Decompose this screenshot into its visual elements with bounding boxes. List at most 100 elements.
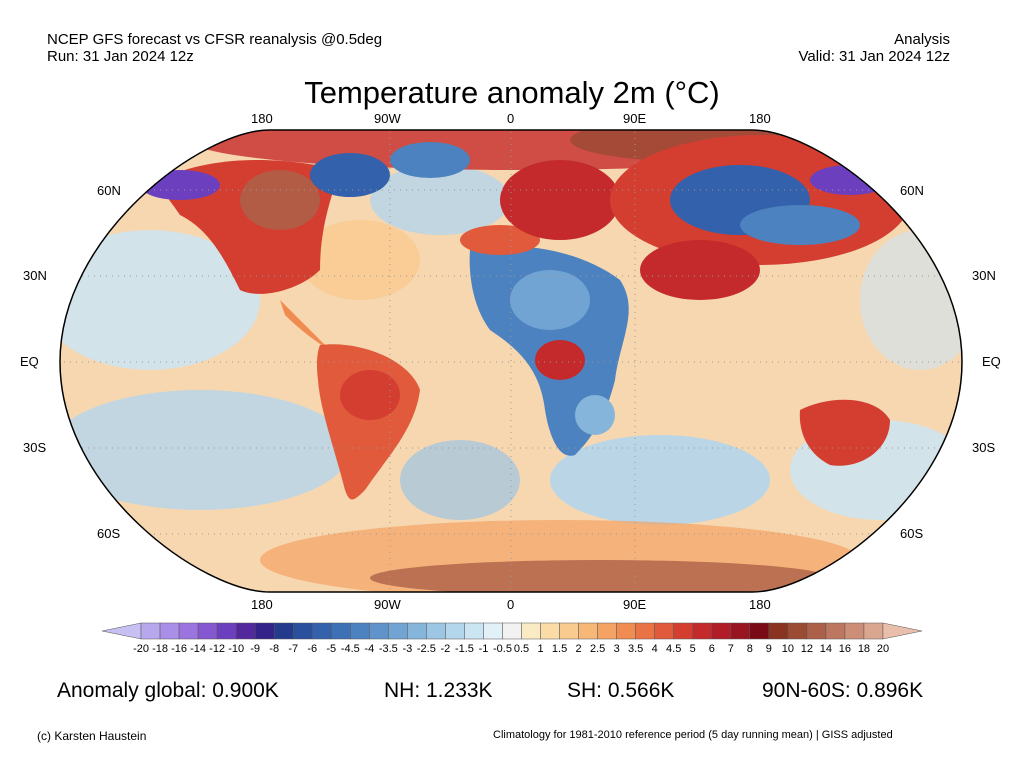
colorbar-swatch xyxy=(806,622,827,640)
colorbar-tick-label: -20 xyxy=(133,643,149,655)
colorbar-swatch xyxy=(464,622,484,640)
colorbar-swatch xyxy=(730,622,751,640)
lat-label-left-30s: 30S xyxy=(23,440,47,455)
colorbar-labels: -20 -18 -16 -14 -12 -10 -9 -8 -7 -6 -5 -4.5 -4 -3.5 -3… xyxy=(133,643,889,655)
colorbar-tick-label: -0.5 xyxy=(493,643,512,655)
colorbar-tick-label: 3.5 xyxy=(628,643,643,655)
colorbar-tick-label: 1.5 xyxy=(552,643,567,655)
lon-label-top-180w: 180 xyxy=(251,111,273,126)
lon-label-bottom-180e: 180 xyxy=(749,597,771,612)
colorbar-swatch xyxy=(216,622,237,640)
anomaly-global: Anomaly global: 0.900K xyxy=(57,679,279,702)
lat-label-right-eq: EQ xyxy=(982,354,1001,369)
colorbar-swatch xyxy=(483,622,503,640)
lon-label-top-180e: 180 xyxy=(749,111,771,126)
colorbar-tick-label: -14 xyxy=(190,643,206,655)
anomaly-90n-60s: 90N-60S: 0.896K xyxy=(762,679,924,702)
colorbar-tick-label: -6 xyxy=(307,643,317,655)
colorbar-swatch xyxy=(578,622,598,640)
colorbar-tick-label: 16 xyxy=(839,643,851,655)
colorbar-tick-label: 1 xyxy=(537,643,543,655)
climatology-note: Climatology for 1981-2010 reference peri… xyxy=(493,729,893,741)
colorbar-tick-label: 7 xyxy=(728,643,734,655)
colorbar-tick-label: -12 xyxy=(209,643,225,655)
colorbar-swatch xyxy=(388,622,408,640)
lon-label-bottom-90e: 90E xyxy=(623,597,647,612)
colorbar-tick-label: 2.5 xyxy=(590,643,605,655)
colorbar-swatch xyxy=(863,622,884,640)
colorbar-swatch xyxy=(101,622,142,640)
graticule xyxy=(60,130,962,592)
colorbar-tick-label: 10 xyxy=(782,643,794,655)
colorbar-tick-label: -3.5 xyxy=(379,643,398,655)
colorbar-swatch xyxy=(616,622,636,640)
colorbar-tick-label: 18 xyxy=(858,643,870,655)
anomaly-sh: SH: 0.566K xyxy=(567,679,675,702)
run-time: Run: 31 Jan 2024 12z xyxy=(47,48,194,65)
colorbar-swatch xyxy=(369,622,389,640)
colorbar-tick-label: 5 xyxy=(690,643,696,655)
colorbar-swatch xyxy=(559,622,579,640)
chart-title: Temperature anomaly 2m (°C) xyxy=(304,75,720,110)
colorbar-tick-label: -18 xyxy=(152,643,168,655)
colorbar-tick-label: 12 xyxy=(801,643,813,655)
colorbar-tick-label: 3 xyxy=(614,643,620,655)
colorbar-swatch xyxy=(445,622,465,640)
colorbar-swatch xyxy=(635,622,655,640)
lon-label-top-90w: 90W xyxy=(374,111,401,126)
lat-label-left-60n: 60N xyxy=(97,183,121,198)
colorbar-swatch xyxy=(235,622,256,640)
map-border xyxy=(59,129,963,593)
lat-label-right-60n: 60N xyxy=(900,183,924,198)
lat-label-left-60s: 60S xyxy=(97,526,121,541)
colorbar-swatch xyxy=(331,622,351,640)
colorbar-swatches xyxy=(101,622,923,640)
lon-label-top-90e: 90E xyxy=(623,111,647,126)
colorbar-tick-label: 4 xyxy=(652,643,658,655)
colorbar-swatch xyxy=(178,622,199,640)
colorbar-swatch xyxy=(882,622,923,640)
colorbar-swatch xyxy=(654,622,674,640)
colorbar-swatch xyxy=(787,622,808,640)
anomaly-nh: NH: 1.233K xyxy=(384,679,493,702)
colorbar-tick-label: 6 xyxy=(709,643,715,655)
colorbar-tick-label: -7 xyxy=(288,643,298,655)
analysis-label: Analysis xyxy=(894,31,950,48)
colorbar-tick-label: 2 xyxy=(576,643,582,655)
colorbar-tick-label: -16 xyxy=(171,643,187,655)
colorbar-tick-label: 0.5 xyxy=(514,643,529,655)
colorbar-tick-label: -4.5 xyxy=(341,643,360,655)
colorbar-tick-label: -5 xyxy=(326,643,336,655)
colorbar-tick-label: 9 xyxy=(766,643,772,655)
colorbar-swatch xyxy=(273,622,294,640)
lat-label-left-30n: 30N xyxy=(23,268,47,283)
lat-label-right-30s: 30S xyxy=(972,440,996,455)
colorbar-swatch xyxy=(407,622,427,640)
model-description: NCEP GFS forecast vs CFSR reanalysis @0.… xyxy=(47,31,383,48)
colorbar-tick-label: -2 xyxy=(441,643,451,655)
colorbar-swatch xyxy=(825,622,846,640)
colorbar-swatch xyxy=(292,622,313,640)
colorbar-swatch xyxy=(692,622,713,640)
colorbar-swatch xyxy=(673,622,693,640)
colorbar-tick-label: -10 xyxy=(228,643,244,655)
colorbar-tick-label: -2.5 xyxy=(417,643,436,655)
colorbar-swatch xyxy=(426,622,446,640)
colorbar-swatch xyxy=(844,622,865,640)
colorbar-tick-label: -9 xyxy=(250,643,260,655)
colorbar-swatch xyxy=(749,622,770,640)
colorbar-swatch xyxy=(768,622,789,640)
colorbar-tick-label: -3 xyxy=(402,643,412,655)
colorbar-swatch xyxy=(521,622,541,640)
colorbar-tick-label: -1.5 xyxy=(455,643,474,655)
lon-label-bottom-180w: 180 xyxy=(251,597,273,612)
colorbar-tick-label: 14 xyxy=(820,643,832,655)
colorbar-swatch xyxy=(197,622,218,640)
colorbar-tick-label: 4.5 xyxy=(666,643,681,655)
lon-label-bottom-0: 0 xyxy=(507,597,515,612)
colorbar-tick-label: -1 xyxy=(479,643,489,655)
colorbar-swatch xyxy=(350,622,370,640)
credit: (c) Karsten Haustein xyxy=(37,729,147,743)
lon-label-bottom-90w: 90W xyxy=(374,597,401,612)
